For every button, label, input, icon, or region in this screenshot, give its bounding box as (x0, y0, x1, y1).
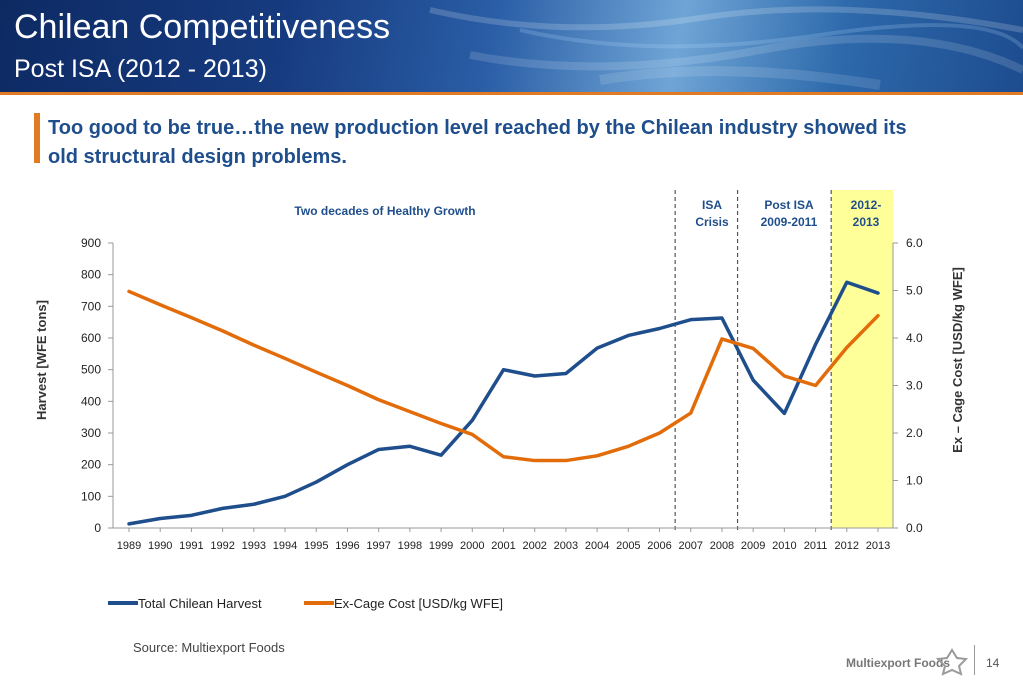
x-tick-label: 1994 (273, 540, 297, 552)
y-tick-label: 900 (81, 236, 101, 250)
footer-divider (974, 645, 975, 675)
y2-tick-label: 0.0 (906, 521, 923, 535)
y2-tick-label: 5.0 (906, 284, 923, 298)
x-tick-label: 1999 (429, 540, 453, 552)
page-title: Chilean Competitiveness (14, 8, 391, 46)
legend: Total Chilean Harvest Ex-Cage Cost [USD/… (108, 596, 503, 611)
page-number: 14 (986, 656, 1000, 670)
annotation-2012-2013: 2012-2013 (851, 198, 882, 229)
x-tick-label: 2005 (616, 540, 640, 552)
x-tick-label: 2011 (804, 540, 828, 552)
legend-label-harvest: Total Chilean Harvest (138, 596, 262, 611)
banner-texture (429, 6, 1023, 90)
source-note: Source: Multiexport Foods (133, 640, 285, 655)
x-tick-label: 2001 (491, 540, 515, 552)
x-tick-label: 2008 (710, 540, 734, 552)
headline-text: Too good to be true…the new production l… (48, 117, 907, 168)
brand-name: Multiexport Foods (846, 656, 950, 670)
y-axis-label: Harvest [WFE tons] (34, 300, 49, 420)
x-tick-label: 1990 (148, 540, 172, 552)
x-tick-label: 2013 (866, 540, 890, 552)
brand-logo (936, 648, 968, 676)
y-tick-label: 300 (81, 426, 101, 440)
y2-tick-label: 1.0 (906, 474, 923, 488)
y-tick-label: 0 (94, 521, 101, 535)
y2-tick-label: 2.0 (906, 426, 923, 440)
x-tick-label: 1998 (398, 540, 422, 552)
x-tick-label: 2006 (647, 540, 671, 552)
y-tick-label: 200 (81, 458, 101, 472)
x-tick-label: 1996 (335, 540, 359, 552)
annotation-healthy-growth: Two decades of Healthy Growth (294, 204, 475, 218)
y2-tick-label: 3.0 (906, 379, 923, 393)
x-tick-label: 2000 (460, 540, 484, 552)
x-tick-label: 2003 (554, 540, 578, 552)
headline-accent-bar (34, 113, 40, 163)
y-tick-label: 100 (81, 489, 101, 503)
y-tick-label: 800 (81, 268, 101, 282)
x-tick-label: 2004 (585, 540, 609, 552)
y-tick-label: 700 (81, 299, 101, 313)
x-tick-label: 2009 (741, 540, 765, 552)
annotation-post-isa: Post ISA 2009-2011 (761, 198, 818, 229)
x-tick-label: 1991 (179, 540, 203, 552)
x-tick-label: 1989 (117, 540, 141, 552)
x-tick-label: 2007 (679, 540, 703, 552)
x-tick-label: 1992 (210, 540, 234, 552)
page-subtitle: Post ISA (2012 - 2013) (14, 55, 267, 83)
annotation-isa: ISA Crisis (695, 198, 729, 229)
x-tick-label: 2012 (835, 540, 859, 552)
x-tick-label: 1995 (304, 540, 328, 552)
title-banner (0, 0, 1023, 92)
y2-tick-label: 4.0 (906, 331, 923, 345)
y2-tick-label: 6.0 (906, 236, 923, 250)
series-line-cost (127, 289, 880, 463)
highlight-2012-2013 (831, 190, 893, 528)
banner-underline (0, 92, 1023, 95)
y-tick-label: 500 (81, 363, 101, 377)
x-tick-label: 1993 (242, 540, 266, 552)
x-tick-label: 1997 (366, 540, 390, 552)
series-line-harvest (127, 280, 880, 526)
y-tick-label: 400 (81, 394, 101, 408)
y2-axis-label: Ex – Cage Cost [USD/kg WFE] (950, 267, 965, 453)
x-tick-label: 2002 (522, 540, 546, 552)
y-tick-label: 600 (81, 331, 101, 345)
x-tick-label: 2010 (772, 540, 796, 552)
legend-label-cost: Ex-Cage Cost [USD/kg WFE] (334, 596, 503, 611)
